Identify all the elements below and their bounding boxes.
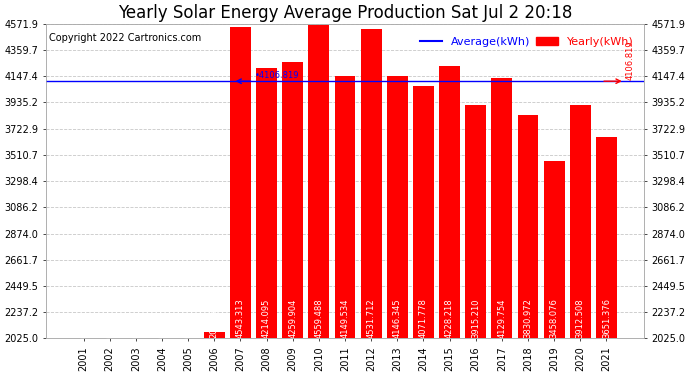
Text: 4129.754: 4129.754: [497, 298, 506, 338]
Text: 4214.095: 4214.095: [262, 299, 271, 338]
Text: 4071.778: 4071.778: [419, 298, 428, 338]
Bar: [256, 68, 277, 339]
Bar: [465, 105, 486, 339]
Text: 2074.676: 2074.676: [210, 298, 219, 338]
Text: Copyright 2022 Cartronics.com: Copyright 2022 Cartronics.com: [49, 33, 201, 43]
Text: 0.000: 0.000: [79, 315, 88, 338]
Text: •4106.819: •4106.819: [255, 71, 299, 80]
Text: 0.000: 0.000: [184, 315, 193, 338]
Text: 4531.712: 4531.712: [366, 298, 375, 338]
Bar: [335, 76, 355, 339]
Text: 3458.076: 3458.076: [550, 298, 559, 338]
Text: 3651.376: 3651.376: [602, 298, 611, 338]
Text: 4559.488: 4559.488: [315, 298, 324, 338]
Text: 4146.345: 4146.345: [393, 298, 402, 338]
Bar: [282, 62, 303, 339]
Bar: [518, 115, 538, 339]
Text: 4259.904: 4259.904: [288, 299, 297, 338]
Bar: [387, 76, 408, 339]
Text: 3830.972: 3830.972: [524, 298, 533, 338]
Text: 4106.819: 4106.819: [626, 40, 635, 80]
Bar: [230, 27, 251, 339]
Text: 0.000: 0.000: [105, 315, 115, 338]
Bar: [570, 105, 591, 339]
Text: 0.000: 0.000: [131, 315, 140, 338]
Bar: [204, 332, 225, 339]
Text: 4228.218: 4228.218: [445, 298, 454, 338]
Bar: [308, 25, 329, 339]
Text: 0.000: 0.000: [157, 315, 166, 338]
Text: 4149.534: 4149.534: [340, 298, 350, 338]
Legend: Average(kWh), Yearly(kWh): Average(kWh), Yearly(kWh): [415, 32, 638, 51]
Bar: [544, 161, 564, 339]
Text: 3912.508: 3912.508: [575, 298, 585, 338]
Text: 4543.313: 4543.313: [236, 298, 245, 338]
Bar: [413, 86, 434, 339]
Bar: [439, 66, 460, 339]
Bar: [491, 78, 512, 339]
Bar: [361, 29, 382, 339]
Bar: [596, 138, 617, 339]
Title: Yearly Solar Energy Average Production Sat Jul 2 20:18: Yearly Solar Energy Average Production S…: [118, 4, 572, 22]
Text: 3915.210: 3915.210: [471, 298, 480, 338]
